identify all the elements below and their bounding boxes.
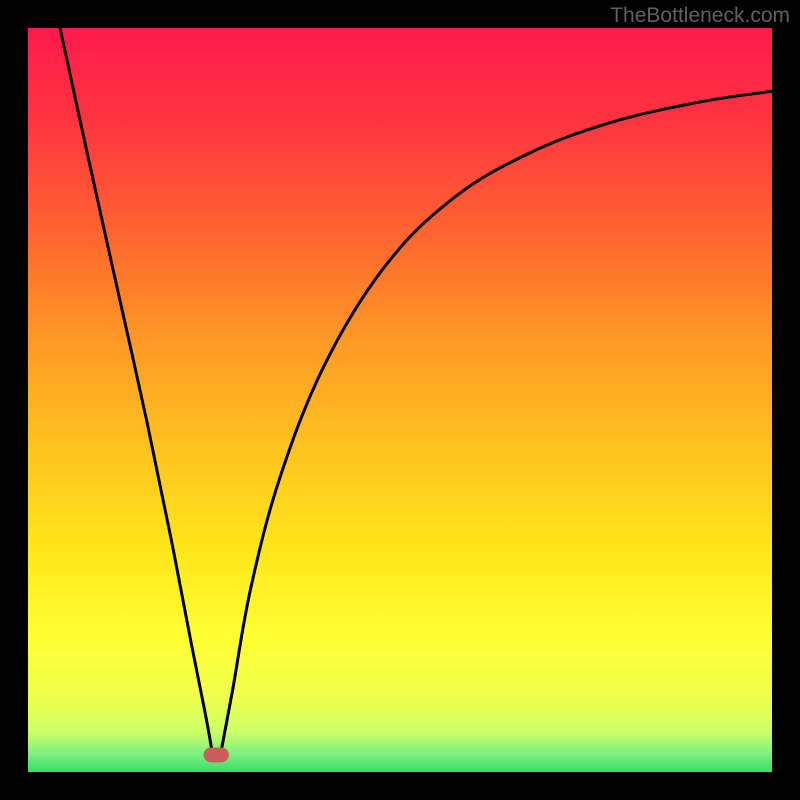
- attribution-label: TheBottleneck.com: [610, 4, 790, 28]
- chart-svg: [0, 0, 800, 800]
- bottleneck-chart: TheBottleneck.com: [0, 0, 800, 800]
- vertex-marker: [204, 747, 229, 762]
- plot-background: [28, 28, 772, 772]
